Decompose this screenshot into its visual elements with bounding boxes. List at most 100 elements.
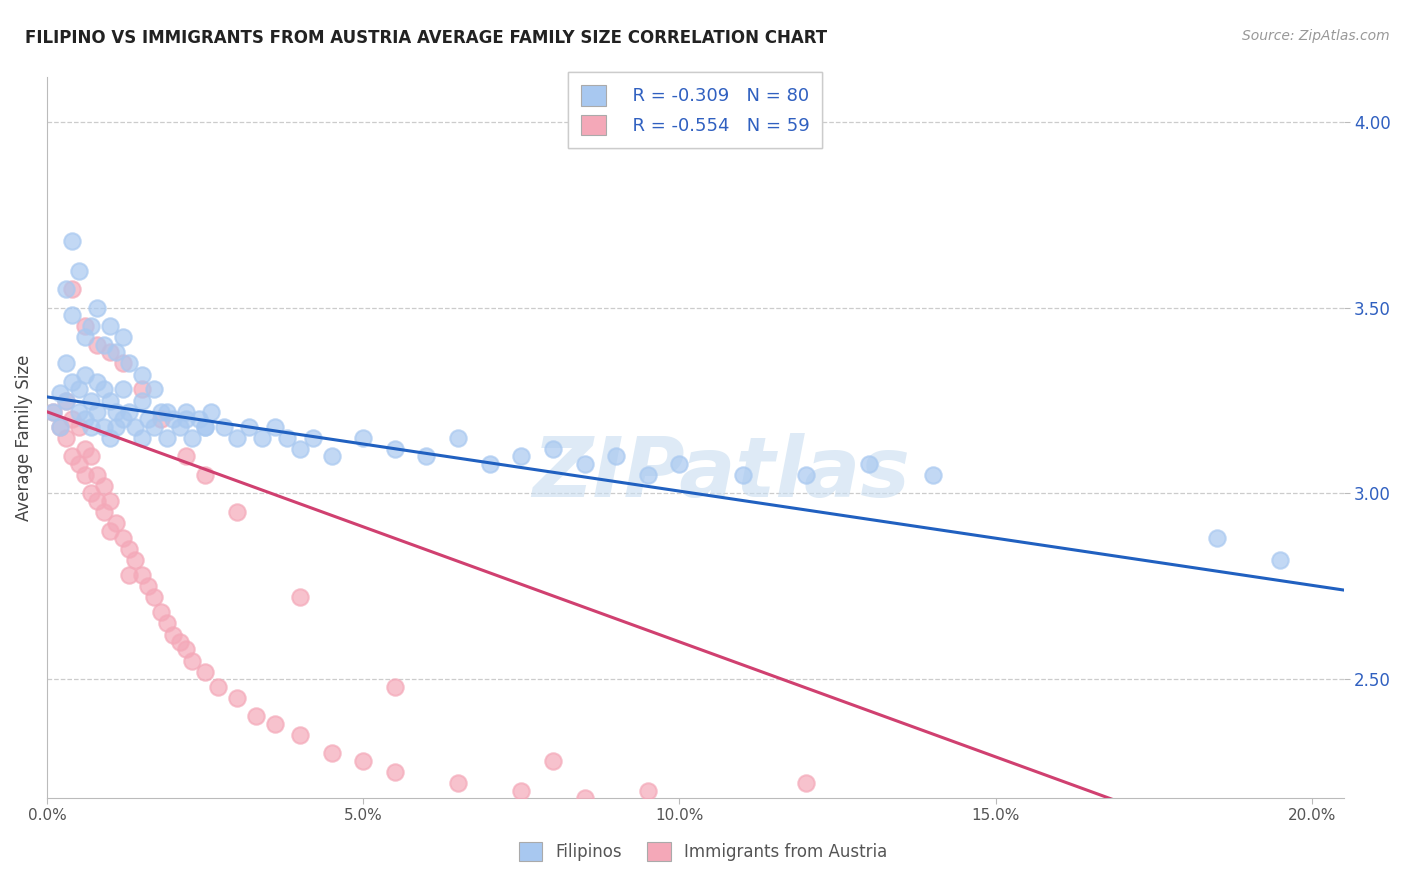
Point — [169, 419, 191, 434]
Point — [93, 419, 115, 434]
Point — [105, 419, 128, 434]
Point — [80, 419, 103, 434]
Text: FILIPINO VS IMMIGRANTS FROM AUSTRIA AVERAGE FAMILY SIZE CORRELATION CHART: FILIPINO VS IMMIGRANTS FROM AUSTRIA AVER… — [25, 29, 828, 46]
Point — [111, 531, 134, 545]
Point — [181, 654, 204, 668]
Point — [118, 405, 141, 419]
Point — [207, 680, 229, 694]
Point — [194, 419, 217, 434]
Point — [131, 431, 153, 445]
Point — [415, 450, 437, 464]
Point — [156, 405, 179, 419]
Point — [118, 568, 141, 582]
Point — [73, 330, 96, 344]
Point — [225, 505, 247, 519]
Point — [181, 431, 204, 445]
Point — [131, 368, 153, 382]
Point — [60, 375, 83, 389]
Point — [131, 393, 153, 408]
Point — [80, 319, 103, 334]
Point — [200, 405, 222, 419]
Point — [174, 405, 197, 419]
Point — [194, 467, 217, 482]
Point — [384, 680, 406, 694]
Point — [637, 783, 659, 797]
Text: ZIPatlas: ZIPatlas — [533, 434, 910, 515]
Point — [187, 412, 209, 426]
Point — [67, 419, 90, 434]
Point — [60, 308, 83, 322]
Point — [225, 431, 247, 445]
Point — [124, 553, 146, 567]
Point — [212, 419, 235, 434]
Point — [55, 393, 77, 408]
Point — [98, 393, 121, 408]
Point — [263, 419, 285, 434]
Point — [156, 431, 179, 445]
Point — [174, 642, 197, 657]
Point — [250, 431, 273, 445]
Point — [86, 375, 108, 389]
Point — [162, 627, 184, 641]
Point — [48, 419, 70, 434]
Point — [321, 747, 343, 761]
Point — [605, 450, 627, 464]
Point — [510, 783, 533, 797]
Legend: Filipinos, Immigrants from Austria: Filipinos, Immigrants from Austria — [512, 835, 894, 868]
Point — [574, 457, 596, 471]
Point — [86, 338, 108, 352]
Point — [80, 450, 103, 464]
Point — [1270, 553, 1292, 567]
Point — [245, 709, 267, 723]
Point — [118, 356, 141, 370]
Point — [86, 494, 108, 508]
Point — [238, 419, 260, 434]
Point — [98, 524, 121, 538]
Point — [447, 431, 470, 445]
Point — [263, 716, 285, 731]
Point — [105, 405, 128, 419]
Point — [60, 412, 83, 426]
Y-axis label: Average Family Size: Average Family Size — [15, 354, 32, 521]
Point — [48, 419, 70, 434]
Point — [288, 442, 311, 456]
Point — [67, 263, 90, 277]
Point — [136, 579, 159, 593]
Point — [174, 412, 197, 426]
Point — [73, 368, 96, 382]
Point — [67, 457, 90, 471]
Point — [352, 754, 374, 768]
Point — [731, 467, 754, 482]
Point — [131, 383, 153, 397]
Point — [73, 442, 96, 456]
Point — [55, 431, 77, 445]
Point — [55, 393, 77, 408]
Point — [73, 319, 96, 334]
Point — [73, 412, 96, 426]
Point — [541, 442, 564, 456]
Point — [668, 457, 690, 471]
Point — [288, 728, 311, 742]
Point — [67, 405, 90, 419]
Point — [60, 234, 83, 248]
Point — [93, 479, 115, 493]
Point — [637, 467, 659, 482]
Point — [301, 431, 323, 445]
Point — [86, 301, 108, 315]
Point — [794, 776, 817, 790]
Point — [111, 412, 134, 426]
Point — [794, 467, 817, 482]
Point — [447, 776, 470, 790]
Point — [93, 383, 115, 397]
Point — [1206, 531, 1229, 545]
Point — [86, 405, 108, 419]
Point — [143, 591, 166, 605]
Point — [169, 635, 191, 649]
Point — [67, 383, 90, 397]
Point — [143, 383, 166, 397]
Point — [98, 319, 121, 334]
Point — [131, 568, 153, 582]
Point — [149, 412, 172, 426]
Point — [174, 450, 197, 464]
Point — [118, 542, 141, 557]
